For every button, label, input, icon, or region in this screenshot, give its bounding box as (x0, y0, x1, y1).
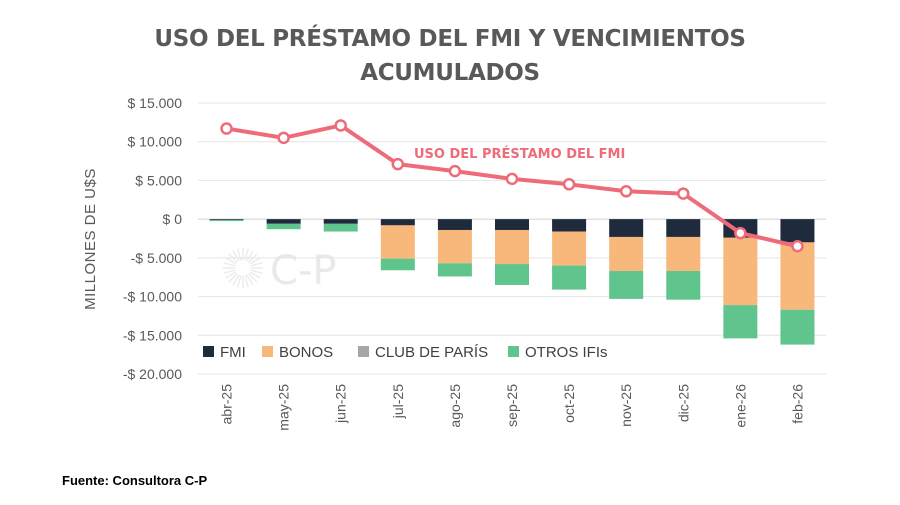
watermark-ray (244, 275, 249, 288)
chart-title: USO DEL PRÉSTAMO DEL FMI Y VENCIMIENTOS … (0, 22, 900, 90)
x-tick-label: jun-25 (333, 384, 349, 424)
line-point (391, 157, 405, 171)
bar-segment (437, 219, 472, 230)
bar-segment (552, 219, 587, 232)
y-tick-label: -$ 15.000 (123, 327, 182, 343)
line-series: USO DEL PRÉSTAMO DEL FMI (220, 119, 804, 253)
bar-segment (495, 229, 529, 265)
bar-segment (552, 265, 587, 290)
chart: C-P $ 15.000 $ 10.000 $ 5.000 $ 0 -$ 5.000 -$… (82, 95, 826, 431)
y-tick-label: $ 15.000 (128, 95, 183, 111)
bar-segment (666, 219, 701, 237)
bar-segment (723, 305, 758, 339)
legend-swatch (262, 346, 273, 357)
watermark-ray (223, 262, 236, 267)
y-tick-label: -$ 10.000 (123, 289, 182, 305)
source-note: Fuente: Consultora C-P (62, 473, 208, 488)
bars (209, 219, 815, 345)
bar-segment (209, 219, 244, 220)
legend-swatch (358, 346, 369, 357)
legend-label: FMI (220, 344, 246, 361)
bar-segment (380, 219, 415, 226)
line-point (277, 131, 290, 145)
bar-segment (609, 219, 644, 237)
bar-segment (323, 223, 358, 232)
x-tick-label: nov-25 (618, 384, 634, 427)
watermark-ray (223, 269, 236, 274)
chart-title-line-1: USO DEL PRÉSTAMO DEL FMI Y VENCIMIENTOS (154, 26, 746, 52)
line-point (791, 239, 804, 253)
bar-segment (780, 309, 815, 345)
watermark-ray (225, 271, 237, 279)
bar-segment (723, 237, 758, 306)
watermark-ray (246, 250, 254, 262)
y-tick-label: $ 10.000 (128, 134, 183, 150)
bar-segment (266, 223, 301, 230)
bar-segment (209, 219, 244, 222)
bar-segment (380, 225, 415, 259)
bar-segment (495, 264, 529, 285)
watermark-ray (248, 273, 258, 283)
x-tick-label: oct-25 (561, 384, 577, 423)
x-tick-label: feb-26 (789, 384, 805, 424)
y-tick-label: $ 5.000 (135, 172, 182, 188)
legend-label: OTROS IFIs (525, 344, 608, 361)
x-tick-label: abr-25 (219, 384, 235, 425)
chart-title-line-2: ACUMULADOS (360, 60, 540, 86)
bar-segment (666, 236, 701, 272)
watermark-ray (249, 271, 261, 279)
legend-label: BONOS (279, 344, 333, 361)
line-series-label: USO DEL PRÉSTAMO DEL FMI (414, 146, 625, 162)
bar-segment (437, 229, 472, 264)
line-point (677, 187, 690, 200)
bar-segment (552, 231, 587, 266)
legend-swatch (508, 346, 519, 357)
watermark-ray (250, 269, 263, 274)
line-point (619, 185, 633, 198)
x-tick-label: may-25 (276, 384, 292, 431)
line-point (334, 119, 347, 132)
x-tick-label: ene-26 (732, 384, 748, 428)
bar-segment (609, 236, 644, 272)
bar-segment (780, 242, 815, 310)
watermark: C-P (223, 248, 336, 294)
watermark-ray (237, 275, 242, 288)
bar-segment (609, 271, 644, 299)
line-point (448, 164, 462, 178)
bar-segment (380, 258, 415, 271)
line-point (734, 226, 747, 240)
bar-segment (266, 219, 301, 224)
bar-segment (780, 219, 815, 243)
y-tick-label: -$ 20.000 (123, 366, 182, 382)
watermark-ray (228, 273, 238, 283)
bar-segment (495, 219, 529, 230)
x-tick-label: sep-25 (504, 384, 520, 427)
watermark-ray (225, 257, 237, 265)
x-tick-label: dic-25 (675, 384, 691, 422)
watermark-ray (232, 250, 240, 262)
watermark-ray (250, 262, 263, 267)
y-axis-label: MILLONES DE U$S (82, 168, 99, 310)
y-axis-ticks: $ 15.000 $ 10.000 $ 5.000 $ 0 -$ 5.000 -$ 10.… (123, 95, 182, 382)
bar-segment (437, 263, 472, 277)
watermark-text: C-P (270, 248, 336, 294)
x-tick-label: jul-25 (390, 384, 406, 419)
line-point (562, 178, 576, 191)
watermark-ray (246, 274, 254, 286)
watermark-ray (232, 274, 240, 286)
x-axis-ticks: abr-25 may-25 jun-25 jul-25 ago-25 sep-25 oct-… (219, 384, 806, 431)
watermark-ray (249, 257, 261, 265)
line-point (220, 122, 233, 135)
legend-swatch (203, 346, 214, 357)
bar-segment (323, 219, 358, 224)
bar-segment (666, 271, 701, 300)
y-tick-label: -$ 5.000 (131, 250, 183, 266)
legend-label: CLUB DE PARÍS (375, 344, 488, 361)
line-point (505, 172, 519, 186)
y-tick-label: $ 0 (163, 211, 183, 227)
legend: FMI BONOS CLUB DE PARÍS OTROS IFIs (203, 344, 608, 361)
x-tick-label: ago-25 (447, 384, 463, 428)
